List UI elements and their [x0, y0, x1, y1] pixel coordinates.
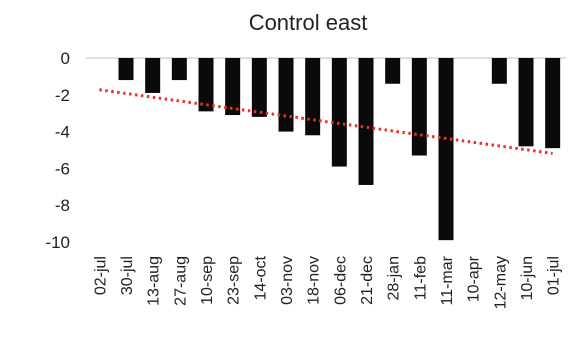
x-tick-label: 11-mar	[439, 255, 456, 305]
bar	[331, 58, 347, 167]
x-axis: 02-jul 30-jul 13-aug 27-aug 10-sep 23-sep 14-o…	[92, 255, 562, 309]
x-tick-label: 12-may	[492, 256, 509, 309]
x-tick-label: 06-dec	[332, 256, 349, 305]
bar	[411, 58, 427, 156]
bar	[118, 58, 134, 81]
bar	[198, 58, 214, 112]
bar	[545, 58, 561, 149]
x-tick-label: 21-dec	[359, 256, 376, 305]
bar-series	[118, 58, 561, 241]
bar	[251, 58, 267, 117]
bar	[491, 58, 507, 84]
bar	[225, 58, 241, 116]
y-tick-label: 0	[61, 49, 70, 68]
bar	[385, 58, 401, 84]
x-tick-label: 23-sep	[226, 256, 243, 305]
x-tick-label: 10-apr	[466, 255, 483, 302]
y-tick-label: -2	[55, 86, 70, 105]
x-tick-label: 14-oct	[252, 255, 269, 300]
y-tick-label: -10	[45, 233, 70, 252]
bar	[278, 58, 294, 132]
x-tick-label: 10-sep	[199, 256, 216, 305]
x-tick-label: 13-aug	[146, 256, 163, 306]
chart-title: Control east	[249, 10, 368, 35]
x-tick-label: 18-nov	[306, 256, 323, 305]
x-tick-label: 11-feb	[412, 256, 429, 300]
x-tick-label: 03-nov	[279, 256, 296, 305]
bar	[171, 58, 187, 81]
x-tick-label: 30-jul	[119, 256, 136, 295]
trendline-path	[99, 88, 553, 155]
bar	[518, 58, 534, 147]
bar	[438, 58, 454, 241]
y-tick-label: -6	[55, 159, 70, 178]
trendline	[99, 88, 553, 155]
x-tick-label: 01-jul	[546, 256, 563, 295]
bar	[145, 58, 161, 93]
y-tick-label: -4	[55, 123, 70, 142]
y-tick-label: -8	[55, 196, 70, 215]
x-tick-label: 10-jun	[519, 256, 536, 300]
bar	[358, 58, 374, 185]
x-tick-label: 28-jan	[386, 256, 403, 300]
bar	[305, 58, 321, 136]
x-tick-label: 27-aug	[172, 256, 189, 306]
x-tick-label: 02-jul	[92, 256, 109, 295]
y-axis: 0 -2 -4 -6 -8 -10	[45, 49, 566, 252]
